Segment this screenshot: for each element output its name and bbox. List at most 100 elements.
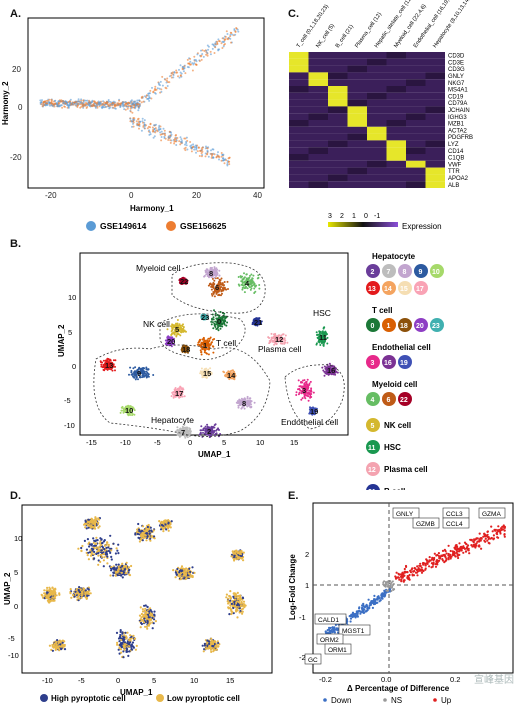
c-cell <box>347 65 367 73</box>
b-legend-chip-1: 1 <box>387 323 391 330</box>
c-cell <box>367 113 387 120</box>
c-cell <box>347 86 367 93</box>
e-ytick-1: 1 <box>305 581 309 590</box>
e-xlabel: Δ Percentage of Difference <box>347 684 450 693</box>
b-cluster-21: 21 <box>254 318 262 327</box>
c-col-label-1: NK_cell (5) <box>315 23 336 49</box>
c-gene-CD3G: CD3G <box>448 67 465 73</box>
c-cell <box>289 86 309 93</box>
b-cluster-9: 9 <box>137 369 141 378</box>
c-cell <box>308 120 328 127</box>
c-cell <box>328 167 348 175</box>
panel-a-scatter: -20 0 20 40 20 0 -20 Harmony_1 Harmony_2… <box>1 17 265 231</box>
c-cell <box>425 79 445 86</box>
c-cell <box>328 106 348 114</box>
c-cell <box>386 147 406 154</box>
c-scale-label: Expression <box>402 222 442 231</box>
c-cell <box>406 52 426 59</box>
b-legend-chip-21: 21 <box>368 489 376 490</box>
c-cell <box>289 154 309 161</box>
c-cell <box>308 133 328 141</box>
c-cell <box>367 52 387 59</box>
b-legend-chip-17: 17 <box>416 286 424 293</box>
e-up-GZMA: GZMA <box>482 511 501 518</box>
panel-d-umap: -10 -5 0 5 10 15 10 5 0 -5 -10 UMAP_1 UMAP_2 High … <box>3 504 273 703</box>
c-gene-MS4A1: MS4A1 <box>448 88 468 94</box>
b-legend-chip-5: 5 <box>371 423 375 430</box>
b-cluster-15: 15 <box>203 369 211 378</box>
c-cell <box>328 72 348 80</box>
c-cell <box>308 140 328 148</box>
d-ytick-1: 5 <box>14 568 18 577</box>
c-cell <box>308 113 328 120</box>
c-cell <box>289 120 309 127</box>
c-cell <box>386 65 406 73</box>
c-cell <box>289 106 309 114</box>
b-cluster-5: 5 <box>175 325 179 334</box>
b-cluster-17: 17 <box>175 389 183 398</box>
a-xtick-1: 0 <box>129 191 134 200</box>
e-down-MGST1: MGST1 <box>342 628 365 635</box>
b-legend: Hepatocyte 2 7 8 9 10 13 14 15 17 T cell 0 1 18 20 23 En… <box>366 252 444 490</box>
b-cluster-22: 22 <box>180 277 188 286</box>
c-cell <box>289 113 309 120</box>
c-cell <box>425 99 445 107</box>
c-cell <box>328 86 348 93</box>
b-cluster-3: 3 <box>302 386 306 395</box>
c-cell <box>425 52 445 59</box>
c-gene-LYZ: LYZ <box>448 142 459 148</box>
b-cluster-2: 2 <box>207 427 211 436</box>
b-legend-chip-6: 6 <box>387 397 391 404</box>
b-legend-label-21: B cell <box>384 487 405 490</box>
c-cell <box>308 154 328 161</box>
c-cell <box>406 174 426 182</box>
panel-d-label: D. <box>10 490 21 502</box>
c-cell <box>347 99 367 107</box>
c-cell <box>425 120 445 127</box>
b-cluster-20: 20 <box>167 337 175 346</box>
c-cell <box>328 154 348 161</box>
b-legend-chip-8: 8 <box>403 269 407 276</box>
e-legend-ns: NS <box>391 696 402 705</box>
c-cell <box>289 167 309 175</box>
b-legend-chip-16: 16 <box>384 360 392 367</box>
b-legend-chip-20: 20 <box>416 323 424 330</box>
c-cell <box>367 58 387 66</box>
b-legend-chip-12: 12 <box>368 467 376 474</box>
c-gene-GNLY: GNLY <box>448 74 464 80</box>
d-ylabel: UMAP_2 <box>3 572 12 605</box>
c-cell <box>289 79 309 86</box>
c-cell <box>386 181 406 188</box>
e-down-ORM1: ORM1 <box>328 647 347 654</box>
d-xlabel: UMAP_1 <box>120 688 153 697</box>
e-ytick-0: 2 <box>305 550 309 559</box>
c-cell <box>406 106 426 114</box>
b-cluster-16: 16 <box>327 366 335 375</box>
a-ytick-1: 0 <box>18 103 23 112</box>
c-cell <box>425 167 445 175</box>
c-gene-IGHG3: IGHG3 <box>448 115 467 121</box>
b-legend-chip-15: 15 <box>400 286 408 293</box>
c-cell <box>386 58 406 66</box>
c-cell <box>289 92 309 100</box>
c-cell <box>347 140 367 148</box>
c-gene-MZB1: MZB1 <box>448 122 465 128</box>
e-down-CALD1: CALD1 <box>318 617 339 624</box>
c-cell <box>308 181 328 188</box>
c-cell <box>308 174 328 182</box>
d-xtick-2: 0 <box>116 676 120 685</box>
c-cell <box>328 58 348 66</box>
c-cell <box>347 160 367 168</box>
e-legend-dot-up <box>433 698 437 702</box>
c-cell <box>425 113 445 120</box>
c-cell <box>347 113 367 120</box>
b-cluster-13: 13 <box>105 361 113 370</box>
c-cell <box>406 79 426 86</box>
c-cell <box>406 167 426 175</box>
c-cell <box>406 65 426 73</box>
c-cell <box>386 72 406 80</box>
c-gene-C1QB: C1QB <box>448 156 464 162</box>
c-gene-labels: CD3DCD3ECD3GGNLYNKG7MS4A1CD19CD79AJCHAIN… <box>448 54 473 189</box>
